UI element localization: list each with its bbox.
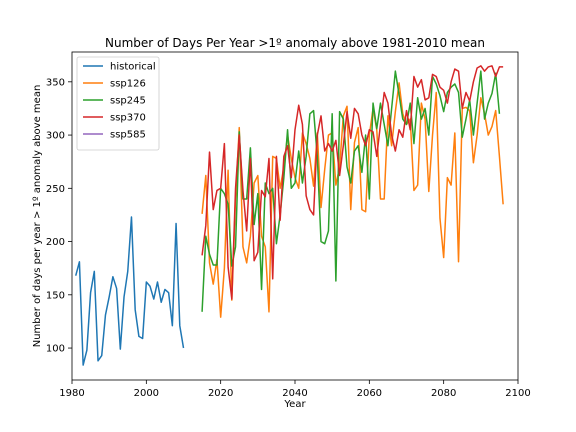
x-tick-label: 2060 bbox=[357, 388, 382, 399]
x-axis: 1980 2000 2020 2040 2060 2080 2100 bbox=[59, 380, 531, 399]
x-tick-label: 2000 bbox=[134, 388, 159, 399]
legend-label-ssp126: ssp126 bbox=[110, 79, 146, 90]
y-tick-label: 300 bbox=[46, 131, 65, 142]
legend-label-ssp585: ssp585 bbox=[110, 130, 146, 141]
series-line-historical bbox=[74, 216, 185, 366]
legend-label-historical: historical bbox=[110, 62, 156, 73]
series-line-ssp370 bbox=[201, 65, 504, 300]
legend-box bbox=[76, 56, 160, 151]
y-tick-label: 150 bbox=[46, 290, 65, 301]
y-axis: 100 150 200 250 300 350 bbox=[46, 77, 72, 355]
legend-label-ssp245: ssp245 bbox=[110, 96, 146, 107]
x-tick-label: 1980 bbox=[59, 388, 84, 399]
plot-area bbox=[74, 65, 504, 366]
x-tick-label: 2040 bbox=[282, 388, 307, 399]
chart-title: Number of Days Per Year >1º anomaly abov… bbox=[105, 36, 485, 50]
y-tick-label: 100 bbox=[46, 344, 65, 355]
x-axis-label: Year bbox=[283, 399, 306, 410]
y-tick-label: 250 bbox=[46, 184, 65, 195]
x-tick-label: 2100 bbox=[505, 388, 530, 399]
x-tick-label: 2080 bbox=[431, 388, 456, 399]
legend-label-ssp370: ssp370 bbox=[110, 113, 146, 124]
legend: historical ssp126 ssp245 ssp370 ssp585 bbox=[76, 56, 160, 151]
y-tick-label: 200 bbox=[46, 237, 65, 248]
x-tick-label: 2020 bbox=[208, 388, 233, 399]
y-tick-label: 350 bbox=[46, 77, 65, 88]
y-axis-label: Number of days per year > 1º anomaly abo… bbox=[32, 85, 43, 348]
